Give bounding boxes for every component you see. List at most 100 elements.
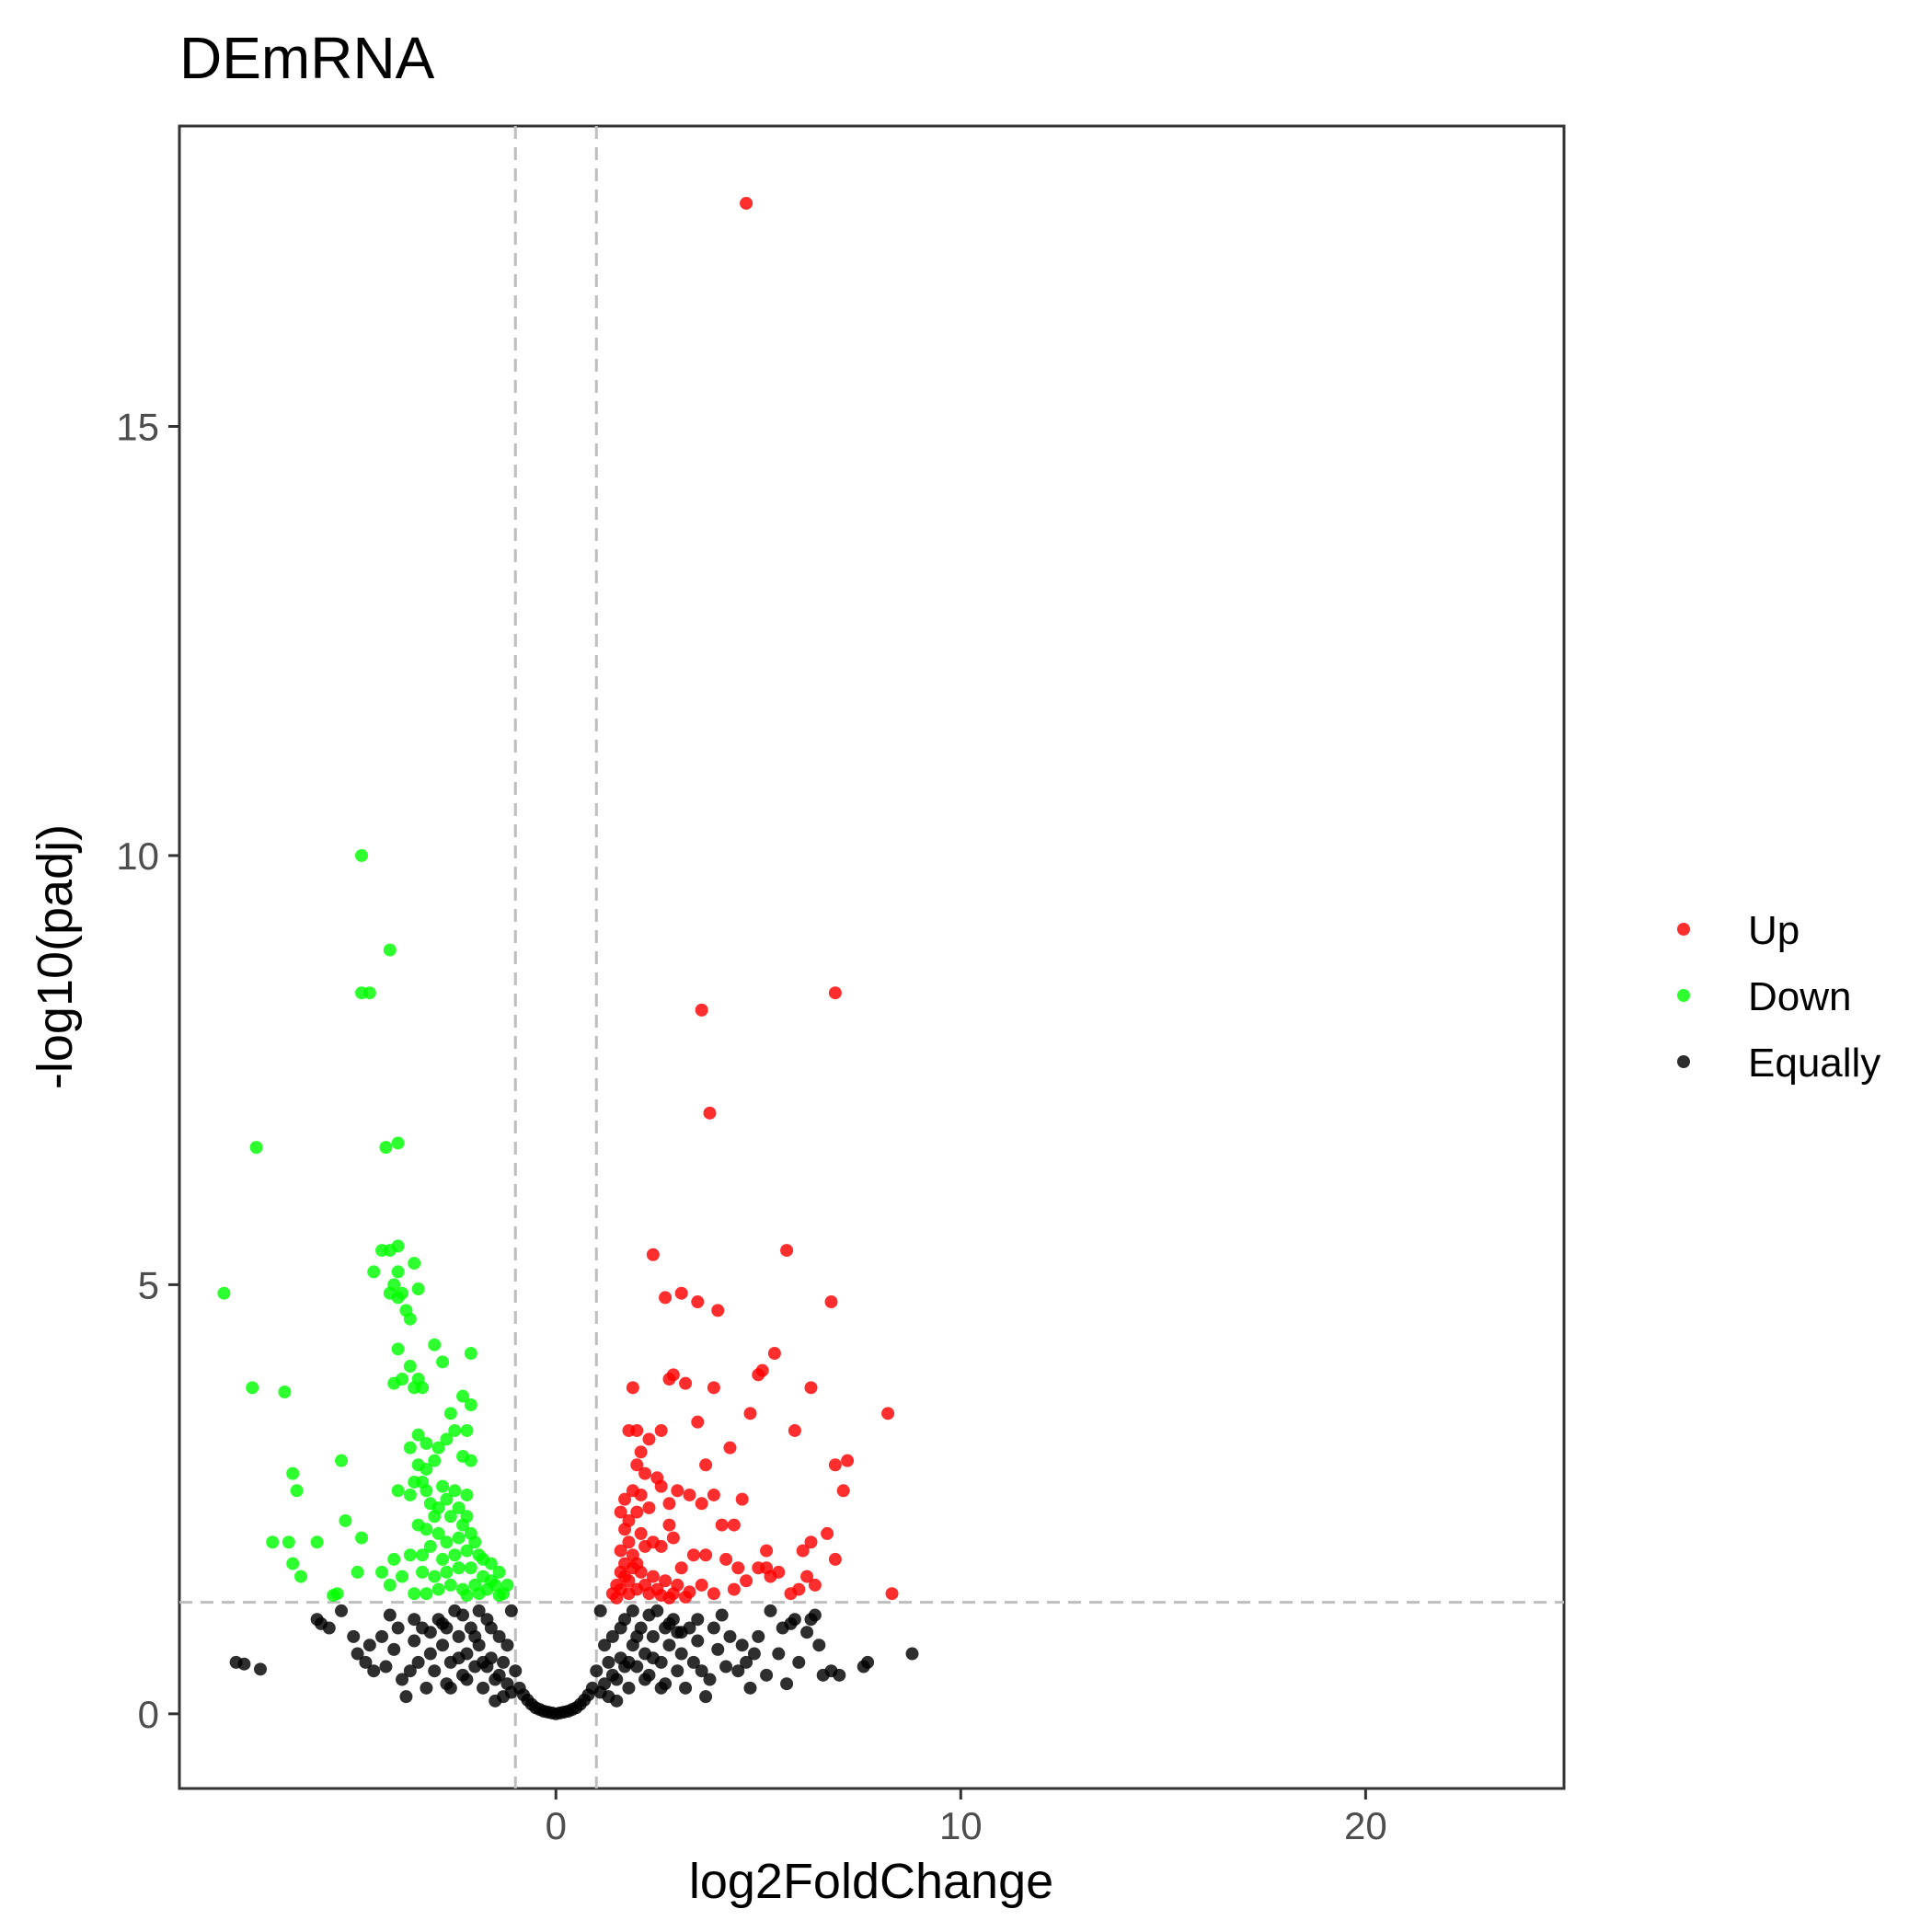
point-up (740, 196, 753, 210)
x-axis-title: log2FoldChange (689, 1854, 1053, 1909)
point-up (654, 1539, 668, 1553)
point-equally (659, 1621, 673, 1635)
point-down (452, 1561, 466, 1575)
point-up (780, 1244, 794, 1258)
point-up (808, 1578, 822, 1592)
point-equally (322, 1621, 336, 1635)
point-up (836, 1484, 850, 1498)
point-down (460, 1423, 474, 1437)
point-up (821, 1526, 834, 1540)
point-equally (492, 1668, 506, 1682)
point-equally (614, 1621, 627, 1635)
point-down (408, 1381, 421, 1395)
point-equally (379, 1660, 393, 1673)
point-equally (674, 1626, 688, 1639)
point-equally (780, 1677, 794, 1691)
point-equally (740, 1655, 753, 1669)
point-equally (605, 1668, 619, 1682)
point-up (622, 1535, 636, 1549)
point-equally (622, 1681, 636, 1695)
legend-label-equally: Equally (1748, 1041, 1880, 1086)
point-equally (408, 1634, 421, 1648)
point-equally (735, 1639, 749, 1652)
point-up (881, 1407, 895, 1420)
point-equally (699, 1690, 713, 1704)
point-up (691, 1295, 705, 1309)
point-down (464, 1347, 477, 1361)
point-down (460, 1488, 474, 1501)
point-down (249, 1141, 263, 1155)
x-axis: 0 10 20 (546, 1788, 1387, 1847)
legend-label-down: Down (1748, 974, 1852, 1019)
point-equally (497, 1655, 511, 1669)
point-up (674, 1561, 688, 1575)
point-down (448, 1423, 462, 1437)
point-equally (411, 1655, 425, 1669)
point-equally (638, 1673, 652, 1686)
point-equally (711, 1642, 725, 1656)
point-up (735, 1492, 749, 1506)
point-equally (662, 1639, 676, 1652)
point-up (618, 1492, 632, 1506)
point-down (327, 1589, 340, 1603)
point-equally (646, 1629, 660, 1643)
point-up (642, 1432, 656, 1446)
point-down (420, 1587, 433, 1601)
point-down (396, 1373, 409, 1386)
point-up (796, 1544, 810, 1558)
point-up (792, 1582, 806, 1596)
point-equally (428, 1664, 442, 1678)
point-down (286, 1466, 300, 1480)
point-down (428, 1338, 442, 1351)
point-equally (715, 1608, 729, 1622)
y-tick-label: 10 (116, 834, 159, 878)
point-down (428, 1570, 442, 1583)
point-up (764, 1570, 777, 1583)
point-up (804, 1535, 818, 1549)
point-up (800, 1570, 814, 1583)
point-up (614, 1544, 627, 1558)
point-down (464, 1561, 477, 1575)
legend: Up Down Equally (1677, 908, 1880, 1086)
point-down (443, 1510, 457, 1524)
point-equally (489, 1694, 502, 1708)
point-up (622, 1513, 636, 1527)
point-down (436, 1479, 450, 1493)
point-up (614, 1505, 627, 1519)
point-equally (590, 1664, 604, 1678)
point-equally (383, 1608, 397, 1622)
point-up (650, 1582, 664, 1596)
point-up (699, 1548, 713, 1562)
point-up (654, 1479, 668, 1493)
point-down (448, 1548, 462, 1562)
point-down (403, 1548, 417, 1562)
point-up (760, 1544, 774, 1558)
legend-key-up (1677, 923, 1690, 936)
point-equally (420, 1681, 433, 1695)
point-equally (440, 1621, 454, 1635)
point-down (362, 986, 376, 1000)
point-up (679, 1376, 693, 1390)
point-equally (423, 1626, 437, 1639)
point-down (431, 1526, 445, 1540)
point-down (375, 1244, 389, 1258)
point-equally (399, 1690, 413, 1704)
point-equally (731, 1664, 745, 1678)
point-equally (679, 1681, 693, 1695)
point-down (484, 1574, 498, 1588)
point-down (403, 1488, 417, 1501)
point-up (646, 1248, 660, 1261)
point-down (443, 1407, 457, 1420)
point-up (662, 1497, 676, 1511)
point-down (246, 1381, 259, 1395)
point-equally (747, 1647, 761, 1661)
point-up (707, 1587, 720, 1601)
point-up (727, 1518, 741, 1532)
point-up (885, 1587, 899, 1601)
point-down (367, 1265, 381, 1279)
point-down (391, 1265, 405, 1279)
point-up (723, 1441, 737, 1455)
point-down (408, 1257, 421, 1271)
point-down (339, 1513, 352, 1527)
point-up (630, 1557, 644, 1570)
